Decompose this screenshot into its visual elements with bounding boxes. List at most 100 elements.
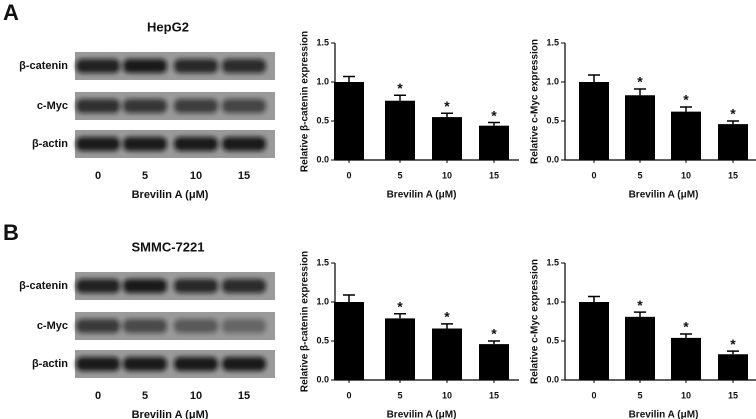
y-tick-label: 1.5 xyxy=(546,257,559,267)
error-bar xyxy=(441,112,453,118)
y-tick-label: 1.0 xyxy=(546,296,559,306)
row-label: β-catenin xyxy=(19,280,68,292)
blot-band xyxy=(76,357,120,371)
lane-label: 10 xyxy=(190,390,202,402)
y-tick-label: 1.0 xyxy=(546,76,559,86)
y-axis-label: Relative c-Myc expression xyxy=(530,259,541,384)
blot-band xyxy=(123,59,167,73)
error-bar xyxy=(727,120,739,125)
bar xyxy=(385,100,415,160)
panel-label: B xyxy=(3,220,19,245)
row-label: β-actin xyxy=(32,358,68,370)
blot-x-label: Brevilin A (μM) xyxy=(132,409,209,419)
y-axis-label: Relative c-Myc expression xyxy=(530,39,541,164)
x-axis-label: Brevilin A (μM) xyxy=(629,410,699,419)
x-tick-label: 15 xyxy=(489,170,499,180)
bar xyxy=(579,82,609,160)
bar xyxy=(334,302,364,380)
blot-band xyxy=(123,99,167,113)
y-tick-label: 0.5 xyxy=(316,115,329,125)
x-tick-label: 15 xyxy=(489,390,499,400)
blot-band xyxy=(174,137,218,151)
bar xyxy=(625,95,655,160)
significance: * xyxy=(444,309,450,325)
y-tick-label: 1.5 xyxy=(546,37,559,47)
bar xyxy=(479,344,509,380)
y-tick-label: 1.5 xyxy=(316,257,329,267)
bar xyxy=(625,316,655,380)
y-tick-label: 1.0 xyxy=(316,296,329,306)
y-axis-label: Relative β-catenin expression xyxy=(300,251,311,392)
error-bar xyxy=(488,340,500,345)
error-bar xyxy=(588,74,600,82)
y-tick-label: 1.0 xyxy=(316,76,329,86)
blot-band xyxy=(222,59,266,73)
row-label: β-catenin xyxy=(19,60,68,72)
lane-label: 5 xyxy=(142,170,148,182)
error-bar xyxy=(634,88,646,96)
blot-band xyxy=(76,279,120,293)
y-tick-label: 0.0 xyxy=(546,154,559,164)
lane-label: 15 xyxy=(238,170,250,182)
error-bar xyxy=(441,323,453,329)
blot-band xyxy=(174,357,218,371)
y-tick-label: 1.5 xyxy=(316,37,329,47)
x-tick-label: 15 xyxy=(728,390,738,400)
significance: * xyxy=(683,319,689,335)
blot-band xyxy=(76,137,120,151)
blot-band xyxy=(222,319,266,333)
x-axis-label: Brevilin A (μM) xyxy=(629,190,699,201)
x-axis-label: Brevilin A (μM) xyxy=(387,190,457,201)
error-bar xyxy=(394,312,406,319)
blot-band xyxy=(222,279,266,293)
significance: * xyxy=(637,297,643,313)
blot-band xyxy=(123,319,167,333)
x-tick-label: 5 xyxy=(637,390,642,400)
blot-title: SMMC-7221 xyxy=(132,239,205,254)
significance: * xyxy=(637,74,643,90)
bar xyxy=(334,82,364,160)
bar xyxy=(718,354,748,380)
y-tick-label: 0.0 xyxy=(316,374,329,384)
lane-label: 10 xyxy=(190,170,202,182)
significance: * xyxy=(444,98,450,114)
y-tick-label: 0.5 xyxy=(316,335,329,345)
x-tick-label: 5 xyxy=(397,390,402,400)
x-tick-label: 0 xyxy=(591,170,596,180)
blot-band xyxy=(174,59,218,73)
lane-label: 0 xyxy=(95,170,101,182)
significance: * xyxy=(491,326,497,342)
lane-label: 0 xyxy=(95,390,101,402)
x-axis-label: Brevilin A (μM) xyxy=(387,410,457,419)
blot-band xyxy=(76,99,120,113)
y-tick-label: 0.5 xyxy=(546,115,559,125)
significance: * xyxy=(683,92,689,108)
blot-band xyxy=(76,59,120,73)
row-label: c-Myc xyxy=(37,320,68,332)
error-bar xyxy=(727,350,739,355)
error-bar xyxy=(343,294,355,302)
blot-band xyxy=(222,137,266,151)
lane-label: 5 xyxy=(142,390,148,402)
error-bar xyxy=(634,311,646,317)
error-bar xyxy=(588,295,600,302)
bar xyxy=(671,111,701,160)
blot-x-label: Brevilin A (μM) xyxy=(132,189,209,201)
x-tick-label: 15 xyxy=(728,170,738,180)
significance: * xyxy=(730,106,736,122)
bar xyxy=(385,318,415,380)
y-tick-label: 0.5 xyxy=(546,335,559,345)
x-tick-label: 10 xyxy=(681,390,691,400)
blot-title: HepG2 xyxy=(147,19,189,34)
error-bar xyxy=(343,75,355,82)
blot-band xyxy=(123,357,167,371)
significance: * xyxy=(730,336,736,352)
x-tick-label: 5 xyxy=(397,170,402,180)
error-bar xyxy=(394,94,406,101)
error-bar xyxy=(680,106,692,112)
significance: * xyxy=(491,107,497,123)
significance: * xyxy=(397,80,403,96)
x-tick-label: 10 xyxy=(681,170,691,180)
blot-band xyxy=(174,319,218,333)
